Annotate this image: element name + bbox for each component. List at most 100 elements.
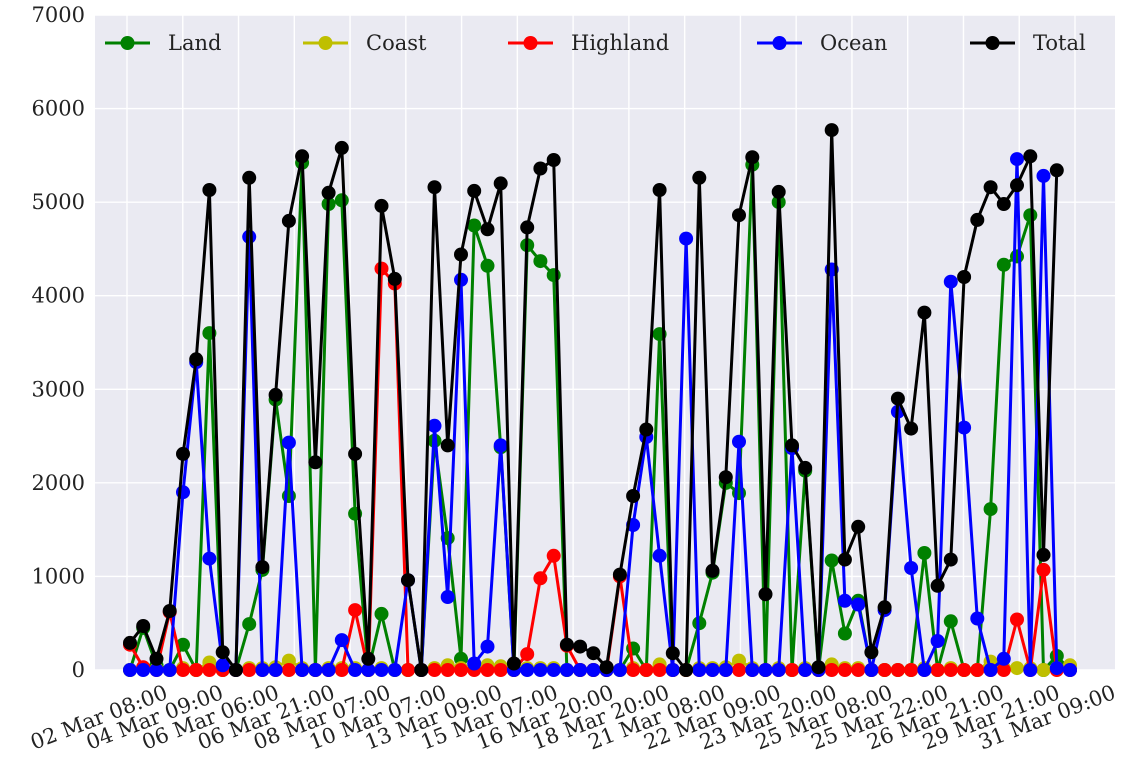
data-point-ocean	[665, 663, 680, 677]
data-point-total	[454, 247, 468, 262]
data-point-ocean	[467, 656, 482, 671]
data-point-total	[890, 391, 905, 406]
data-point-total	[904, 421, 919, 436]
data-point-total	[480, 222, 495, 237]
data-point-ocean	[573, 663, 588, 677]
data-point-total	[758, 587, 773, 602]
data-point-total	[612, 567, 627, 582]
data-point-total	[1023, 149, 1038, 164]
data-point-total	[864, 645, 879, 660]
data-point-total	[308, 455, 323, 470]
series-total	[123, 123, 1064, 677]
data-point-land	[824, 553, 839, 568]
legend-label: Total	[1033, 31, 1086, 55]
data-point-highland	[401, 663, 415, 677]
data-point-highland	[480, 663, 495, 677]
data-point-coast	[1010, 661, 1024, 676]
data-point-highland	[626, 663, 641, 677]
data-point-total	[361, 651, 376, 666]
data-point-highland	[785, 663, 799, 677]
data-point-ocean	[149, 663, 164, 677]
data-point-ocean	[440, 590, 455, 604]
data-point-land	[374, 606, 389, 621]
legend-label: Highland	[571, 31, 669, 55]
data-point-highland	[427, 663, 442, 677]
data-point-ocean	[374, 663, 389, 677]
data-point-total	[1010, 178, 1024, 193]
data-point-highland	[877, 663, 892, 677]
data-point-ocean	[493, 438, 508, 453]
data-point-highland	[348, 603, 363, 618]
data-point-total	[295, 149, 310, 164]
data-point-land	[996, 257, 1011, 272]
data-point-ocean	[732, 434, 746, 449]
legend-entry-total: Total	[970, 31, 1086, 55]
data-point-ocean	[295, 663, 310, 677]
data-point-highland	[1036, 562, 1051, 577]
data-point-ocean	[1010, 152, 1024, 167]
data-point-total	[506, 656, 521, 671]
data-point-ocean	[308, 663, 323, 677]
data-point-total	[281, 213, 296, 228]
data-point-ocean	[983, 663, 998, 677]
data-point-land	[480, 258, 495, 273]
data-point-total	[692, 170, 707, 185]
legend-entry-coast: Coast	[303, 31, 427, 55]
y-tick-label: 1000	[32, 564, 85, 588]
data-point-total	[599, 660, 614, 675]
data-point-ocean	[758, 663, 773, 677]
data-point-total	[705, 563, 720, 578]
data-point-total	[348, 446, 363, 461]
legend-entry-ocean: Ocean	[757, 31, 887, 55]
data-point-ocean	[771, 663, 786, 677]
data-point-ocean	[1049, 661, 1064, 676]
data-point-highland	[732, 663, 746, 677]
data-point-land	[533, 254, 548, 269]
data-point-total	[652, 183, 667, 197]
data-point-land	[732, 486, 746, 501]
data-point-ocean	[1023, 663, 1038, 677]
data-point-ocean	[1063, 663, 1077, 677]
data-point-ocean	[321, 663, 336, 677]
data-point-land	[943, 614, 958, 629]
data-point-highland	[957, 663, 972, 677]
data-point-highland	[533, 571, 548, 586]
data-point-land	[1010, 249, 1024, 264]
data-point-land	[467, 218, 482, 233]
y-tick-label: 0	[72, 658, 85, 682]
data-point-highland	[930, 663, 945, 677]
data-point-total	[215, 645, 230, 660]
data-point-ocean	[281, 435, 296, 450]
data-point-ocean	[943, 274, 958, 289]
data-point-total	[771, 184, 786, 199]
data-point-ocean	[904, 561, 919, 575]
data-point-highland	[904, 663, 919, 677]
data-point-ocean	[957, 420, 972, 435]
data-point-total	[665, 646, 680, 661]
data-point-highland	[546, 548, 561, 563]
data-point-total	[798, 460, 813, 475]
data-point-total	[334, 140, 349, 155]
legend-label: Land	[168, 31, 221, 55]
data-point-highland	[837, 663, 852, 677]
data-point-land	[1023, 208, 1038, 223]
data-point-ocean	[361, 663, 376, 677]
data-point-total	[679, 663, 694, 677]
data-point-ocean	[745, 663, 760, 677]
legend-marker	[772, 36, 787, 50]
data-point-highland	[520, 647, 535, 662]
data-point-highland	[440, 663, 455, 677]
data-point-total	[268, 387, 283, 402]
legend: Land Coast Highland Ocean Total	[105, 31, 1086, 55]
data-point-ocean	[798, 663, 813, 677]
data-point-total	[785, 438, 799, 453]
data-point-highland	[176, 663, 190, 677]
data-point-coast	[1036, 663, 1051, 677]
legend-marker	[318, 36, 333, 50]
data-point-total	[401, 573, 415, 588]
data-point-total	[745, 150, 760, 165]
data-point-ocean	[718, 663, 733, 677]
data-point-total	[176, 446, 190, 461]
data-point-total	[533, 161, 548, 176]
